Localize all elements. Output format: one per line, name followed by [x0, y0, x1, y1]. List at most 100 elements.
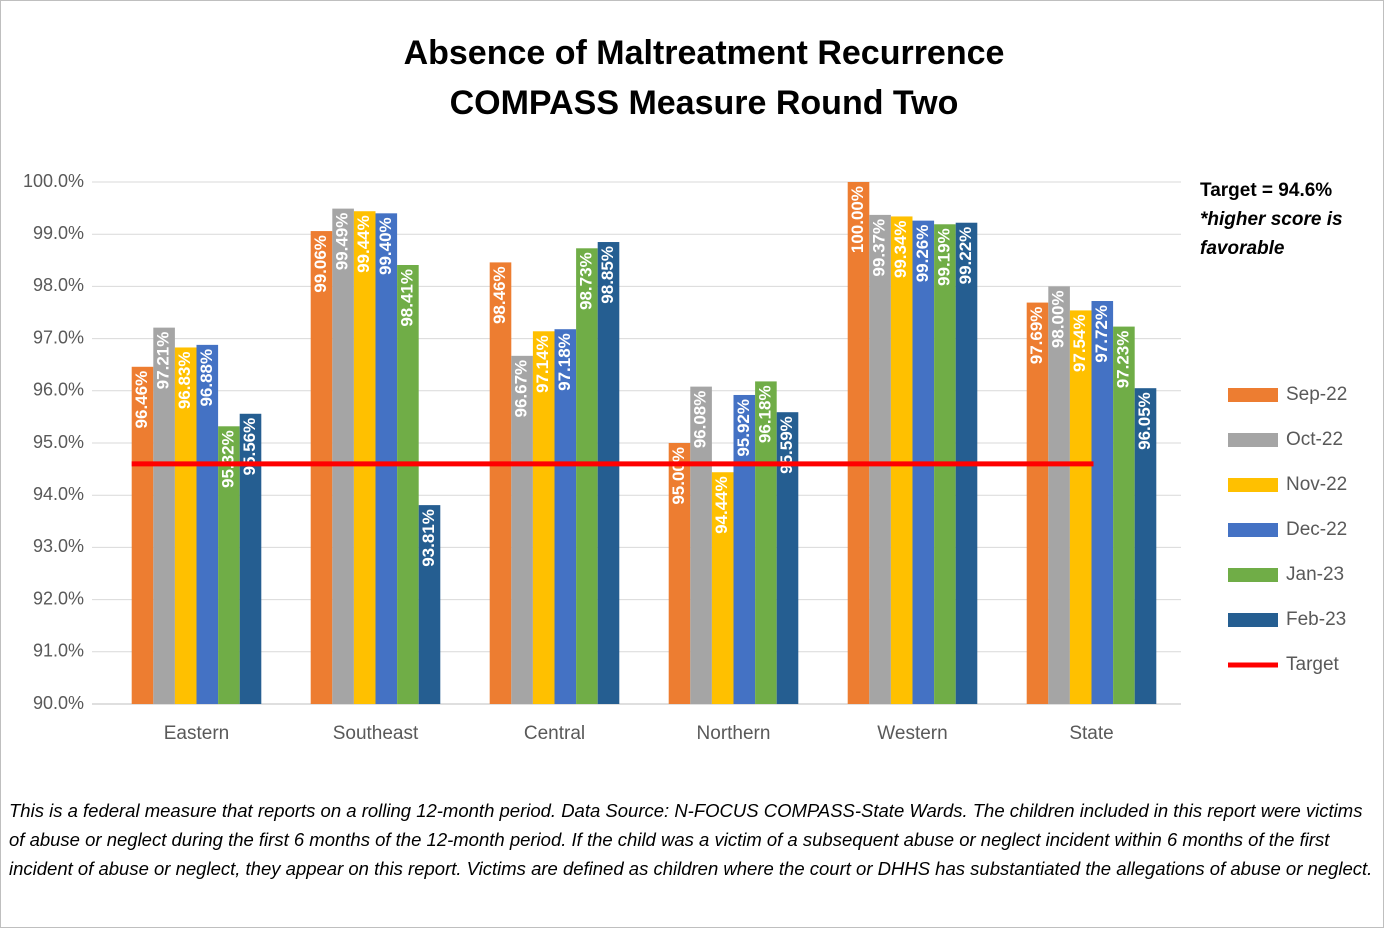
- value-label: 98.73%: [576, 252, 595, 310]
- y-tick-label: 96.0%: [33, 380, 84, 400]
- legend-swatch: [1228, 478, 1278, 492]
- chart-subtitle: COMPASS Measure Round Two: [450, 84, 959, 122]
- value-label: 97.14%: [533, 335, 552, 393]
- value-label: 95.59%: [777, 416, 796, 474]
- value-label: 96.18%: [755, 385, 774, 443]
- value-label: 98.41%: [397, 269, 416, 327]
- value-label: 96.88%: [197, 349, 216, 407]
- value-label: 94.44%: [712, 476, 731, 534]
- legend-swatch: [1228, 523, 1278, 537]
- value-label: 96.08%: [691, 391, 710, 449]
- bar: [869, 214, 891, 705]
- bar: [1026, 302, 1049, 704]
- x-tick-label: Northern: [697, 723, 771, 744]
- value-label: 95.32%: [218, 430, 237, 488]
- legend-label: Jan-23: [1286, 564, 1344, 585]
- x-tick-label: Southeast: [333, 723, 419, 744]
- bar: [239, 413, 262, 704]
- y-tick-label: 91.0%: [33, 641, 84, 661]
- bar: [332, 208, 354, 704]
- bar: [353, 211, 376, 704]
- value-label: 96.83%: [175, 351, 194, 409]
- value-label: 99.37%: [870, 219, 889, 277]
- x-tick-label: Western: [877, 723, 947, 744]
- value-label: 93.81%: [419, 509, 438, 567]
- y-tick-label: 90.0%: [33, 693, 84, 713]
- bar: [711, 472, 734, 704]
- y-tick-label: 98.0%: [33, 275, 84, 295]
- bar: [890, 216, 913, 704]
- bar: [131, 366, 154, 704]
- bar: [1048, 286, 1070, 704]
- value-label: 99.49%: [333, 213, 352, 271]
- y-tick-label: 94.0%: [33, 484, 84, 504]
- bar: [668, 443, 691, 704]
- y-tick-label: 93.0%: [33, 536, 84, 556]
- value-label: 97.54%: [1070, 314, 1089, 372]
- value-label: 97.18%: [555, 333, 574, 391]
- x-tick-label: State: [1069, 723, 1113, 744]
- legend-label: Nov-22: [1286, 474, 1347, 495]
- legend-swatch: [1228, 613, 1278, 627]
- value-label: 95.00%: [669, 447, 688, 505]
- legend-label: Target: [1286, 654, 1340, 675]
- value-label: 99.22%: [956, 227, 975, 285]
- bar: [554, 329, 577, 704]
- value-label: 97.72%: [1092, 305, 1111, 363]
- value-label: 96.67%: [512, 360, 531, 418]
- bar: [489, 262, 512, 704]
- legend-swatch: [1228, 433, 1278, 447]
- y-tick-label: 100.0%: [23, 171, 84, 191]
- value-label: 99.44%: [354, 215, 373, 273]
- bar: [576, 248, 598, 704]
- bar: [1069, 310, 1092, 704]
- legend-label: Sep-22: [1286, 384, 1347, 405]
- legend-swatch: [1228, 388, 1278, 402]
- legend-swatch: [1228, 568, 1278, 582]
- x-tick-label: Central: [524, 723, 585, 744]
- value-label: 98.85%: [598, 246, 617, 304]
- bar: [1091, 301, 1114, 704]
- bar: [847, 182, 870, 704]
- bar: [196, 344, 219, 704]
- y-tick-label: 95.0%: [33, 432, 84, 452]
- value-label: 97.23%: [1113, 331, 1132, 389]
- value-label: 99.34%: [891, 220, 910, 278]
- value-label: 96.46%: [132, 371, 151, 429]
- legend-label: Dec-22: [1286, 519, 1347, 540]
- bar: [397, 264, 419, 704]
- value-label: 99.40%: [376, 217, 395, 275]
- y-tick-label: 97.0%: [33, 327, 84, 347]
- legend-label: Feb-23: [1286, 609, 1346, 630]
- bar: [511, 355, 533, 704]
- value-label: 100.00%: [848, 186, 867, 253]
- bar: [174, 347, 197, 704]
- bar: [310, 231, 333, 704]
- bar: [153, 327, 175, 704]
- value-label: 98.46%: [490, 266, 509, 324]
- value-label: 95.92%: [734, 399, 753, 457]
- bar: [776, 412, 799, 704]
- value-label: 97.69%: [1027, 307, 1046, 365]
- bar: [1113, 326, 1135, 704]
- bar: [532, 331, 555, 704]
- footnote: This is a federal measure that reports o…: [9, 800, 1373, 879]
- value-label: 99.19%: [934, 228, 953, 286]
- note: *higher score is favorable: [1200, 209, 1343, 259]
- bar: [733, 394, 756, 704]
- bar: [597, 242, 620, 704]
- bar: [375, 213, 398, 704]
- value-label: 95.56%: [240, 418, 259, 476]
- value-label: 98.00%: [1049, 290, 1068, 348]
- bar: [418, 505, 441, 704]
- value-label: 97.21%: [154, 332, 173, 390]
- chart-title: Absence of Maltreatment Recurrence: [404, 34, 1005, 72]
- value-label: 96.05%: [1135, 392, 1154, 450]
- value-label: 99.26%: [913, 225, 932, 283]
- x-tick-label: Eastern: [164, 723, 229, 744]
- bar: [218, 426, 240, 704]
- annotation-box: Target = 94.6% *higher score is favorabl…: [1200, 176, 1375, 263]
- legend-label: Oct-22: [1286, 429, 1343, 450]
- y-tick-label: 92.0%: [33, 588, 84, 608]
